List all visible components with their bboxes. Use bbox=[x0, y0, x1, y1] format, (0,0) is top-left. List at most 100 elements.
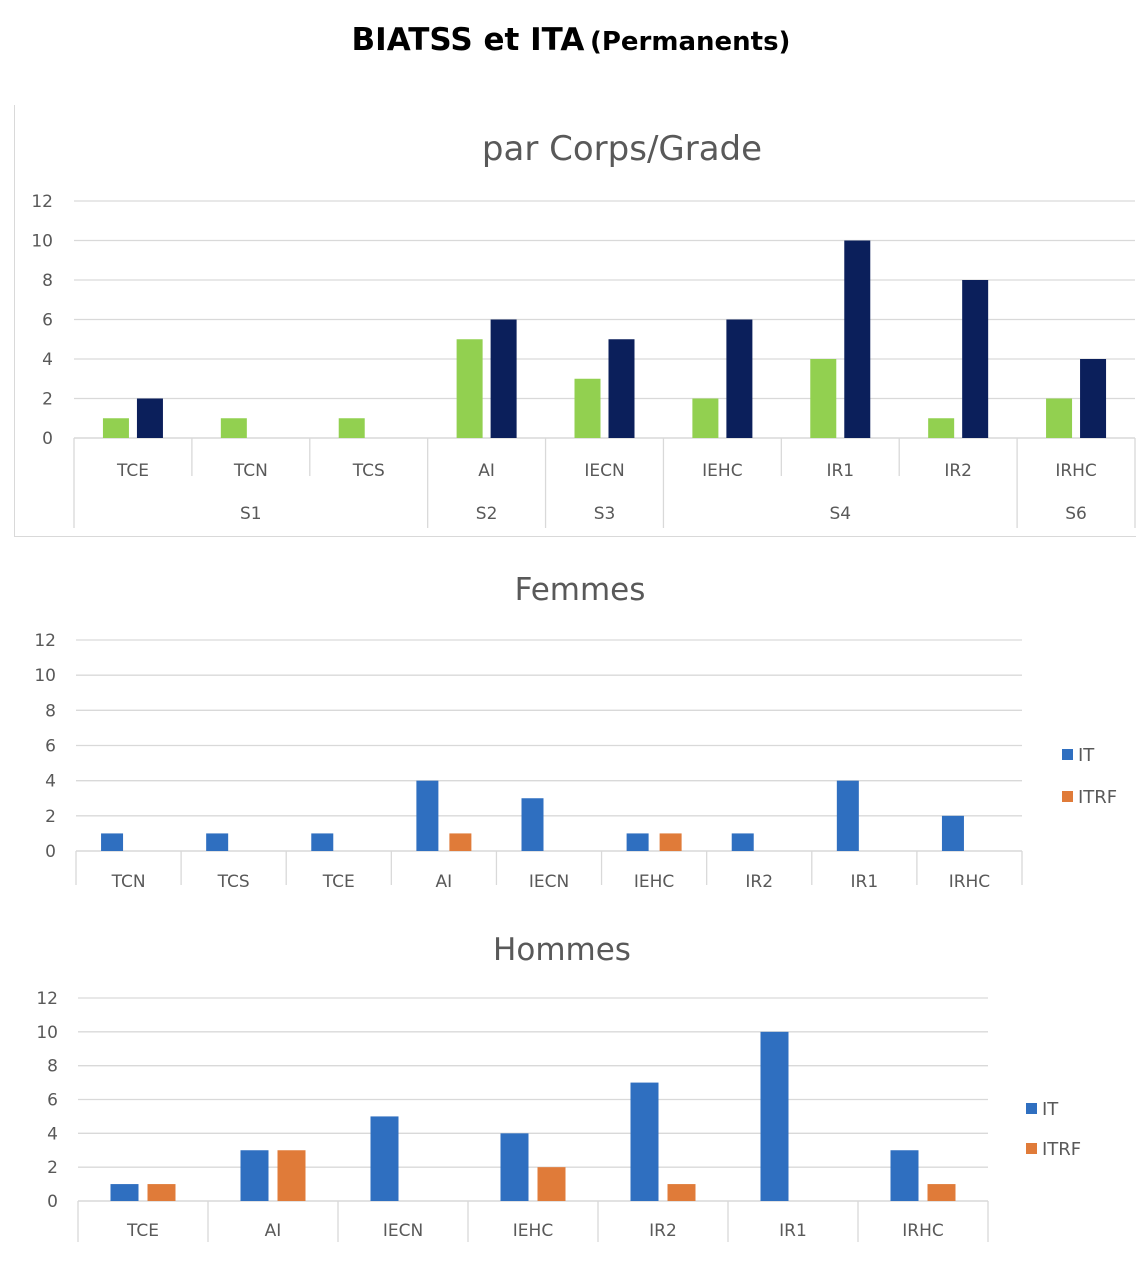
x-tick-label: IRHC bbox=[1055, 461, 1096, 481]
chart-hommes: Hommes 0 2 4 6 8 10 12 TCE AI IECN IEHC IR2 IR1 IRHC IT… bbox=[36, 932, 1081, 1242]
x-tick-label: IR2 bbox=[944, 461, 972, 481]
page-title-suffix: (Permanents) bbox=[589, 27, 791, 57]
bar-ir2-it bbox=[630, 1082, 659, 1201]
bar-tce-it bbox=[311, 833, 334, 851]
legend-swatch-itrf bbox=[1062, 791, 1073, 802]
bar-ir1-series-1 bbox=[810, 359, 837, 438]
x-tick-label: IRHC bbox=[949, 872, 990, 892]
bar-ai-it bbox=[240, 1150, 269, 1201]
group-label: S4 bbox=[829, 504, 851, 524]
x-tick-label: TCE bbox=[126, 1221, 159, 1241]
bar-ai-series-2 bbox=[490, 319, 517, 438]
bar-iecn-series-1 bbox=[574, 378, 601, 438]
y-tick-label: 10 bbox=[31, 232, 53, 252]
bar-iecn-it bbox=[370, 1116, 399, 1201]
bar-ai-itrf bbox=[277, 1150, 306, 1201]
bar-iehc-it bbox=[626, 833, 649, 851]
group-label: S1 bbox=[240, 504, 262, 524]
y-tick-label: 4 bbox=[47, 1124, 58, 1144]
y-tick-label: 8 bbox=[47, 1057, 58, 1077]
page-title: BIATSS et ITA (Permanents) bbox=[0, 22, 1142, 58]
y-tick-label: 12 bbox=[31, 192, 53, 212]
y-tick-label: 10 bbox=[34, 666, 56, 686]
y-tick-label: 2 bbox=[45, 807, 56, 827]
legend-swatch-it bbox=[1062, 749, 1073, 760]
bar-tce-series-1 bbox=[102, 418, 129, 438]
bar-iehc-series-2 bbox=[726, 319, 753, 438]
bar-tcs-series-1 bbox=[338, 418, 365, 438]
x-tick-label: AI bbox=[265, 1221, 282, 1241]
bar-ir2-itrf bbox=[667, 1184, 696, 1201]
bar-irhc-series-1 bbox=[1046, 398, 1073, 438]
bar-tcn-series-1 bbox=[220, 418, 247, 438]
bar-irhc-series-2 bbox=[1080, 359, 1107, 438]
bar-tce-series-2 bbox=[136, 398, 163, 438]
chart-title: par Corps/Grade bbox=[482, 129, 762, 169]
legend-label-it: IT bbox=[1078, 745, 1095, 766]
x-tick-label: TCS bbox=[352, 461, 385, 481]
chart-par-corps-grade: par Corps/Grade 0 2 4 6 8 10 12 TCE TCN TCS AI IECN I… bbox=[31, 129, 1136, 528]
x-tick-label: IR1 bbox=[779, 1221, 807, 1241]
x-tick-label: IEHC bbox=[513, 1221, 553, 1241]
bar-iehc-itrf bbox=[537, 1167, 566, 1201]
legend-swatch-itrf bbox=[1026, 1143, 1037, 1154]
bar-iehc-series-1 bbox=[692, 398, 719, 438]
y-tick-label: 4 bbox=[45, 772, 56, 792]
y-tick-label: 6 bbox=[45, 737, 56, 757]
x-tick-label: IEHC bbox=[634, 872, 674, 892]
bar-ai-series-1 bbox=[456, 339, 483, 438]
y-tick-label: 0 bbox=[42, 429, 53, 449]
bar-iecn-series-2 bbox=[608, 339, 635, 438]
x-tick-label: IR1 bbox=[851, 872, 879, 892]
bar-tcs-it bbox=[206, 833, 229, 851]
chart-title: Hommes bbox=[493, 932, 631, 968]
y-tick-label: 8 bbox=[42, 271, 53, 291]
chart-title: Femmes bbox=[515, 572, 646, 608]
bar-ai-it bbox=[416, 780, 439, 851]
x-tick-label: IEHC bbox=[702, 461, 742, 481]
x-tick-label: TCS bbox=[217, 872, 250, 892]
x-tick-label: IECN bbox=[383, 1221, 423, 1241]
x-tick-label: TCN bbox=[111, 872, 146, 892]
bar-irhc-it bbox=[941, 815, 964, 851]
chart-femmes: Femmes 0 2 4 6 8 10 12 TCN TCS TCE AI IECN IEHC IR2 IR1… bbox=[34, 572, 1117, 892]
y-tick-label: 6 bbox=[42, 311, 53, 331]
legend-label-it: IT bbox=[1042, 1099, 1059, 1120]
y-tick-label: 4 bbox=[42, 350, 53, 370]
bar-tce-it bbox=[110, 1184, 139, 1201]
page-title-main: BIATSS et ITA bbox=[351, 22, 585, 58]
x-tick-label: AI bbox=[436, 872, 453, 892]
bar-ir2-it bbox=[731, 833, 754, 851]
y-tick-label: 6 bbox=[47, 1091, 58, 1111]
y-tick-label: 0 bbox=[45, 842, 56, 862]
bar-ir1-it bbox=[836, 780, 859, 851]
bar-tce-itrf bbox=[147, 1184, 176, 1201]
y-tick-label: 2 bbox=[42, 390, 53, 410]
group-label: S6 bbox=[1065, 504, 1087, 524]
x-tick-label: TCE bbox=[322, 872, 355, 892]
bar-ir1-series-2 bbox=[844, 240, 871, 438]
y-tick-label: 12 bbox=[34, 631, 56, 651]
chart-1-frame bbox=[14, 105, 1136, 537]
bar-ai-itrf bbox=[449, 833, 472, 851]
bar-iecn-it bbox=[521, 798, 544, 851]
legend-label-itrf: ITRF bbox=[1042, 1139, 1081, 1160]
x-tick-label: TCN bbox=[233, 461, 268, 481]
bar-ir1-it bbox=[760, 1031, 789, 1201]
group-label: S3 bbox=[594, 504, 616, 524]
x-tick-label: IECN bbox=[529, 872, 569, 892]
bar-irhc-itrf bbox=[927, 1184, 956, 1201]
x-tick-label: IRHC bbox=[902, 1221, 943, 1241]
y-tick-label: 12 bbox=[36, 989, 58, 1009]
bar-ir2-series-1 bbox=[928, 418, 955, 438]
y-tick-label: 8 bbox=[45, 701, 56, 721]
x-tick-label: AI bbox=[478, 461, 495, 481]
x-tick-label: IECN bbox=[584, 461, 624, 481]
bar-irhc-it bbox=[890, 1150, 919, 1201]
group-label: S2 bbox=[476, 504, 498, 524]
x-tick-label: IR2 bbox=[649, 1221, 677, 1241]
x-tick-label: IR2 bbox=[745, 872, 773, 892]
y-tick-label: 0 bbox=[47, 1192, 58, 1212]
y-tick-label: 2 bbox=[47, 1158, 58, 1178]
bar-iehc-it bbox=[500, 1133, 529, 1201]
